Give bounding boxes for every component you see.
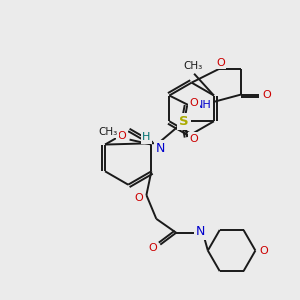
Text: H: H <box>142 132 151 142</box>
Text: S: S <box>179 115 189 128</box>
Text: CH₃: CH₃ <box>98 127 117 137</box>
Text: O: O <box>190 134 199 144</box>
Text: O: O <box>117 130 126 141</box>
Text: O: O <box>148 243 157 253</box>
Text: N: N <box>196 225 206 238</box>
Text: O: O <box>190 98 199 108</box>
Text: CH₃: CH₃ <box>184 61 203 71</box>
Text: O: O <box>262 89 271 100</box>
Text: O: O <box>259 246 268 256</box>
Text: NH: NH <box>195 100 212 110</box>
Text: O: O <box>216 58 225 68</box>
Text: O: O <box>134 193 143 203</box>
Text: N: N <box>156 142 165 154</box>
